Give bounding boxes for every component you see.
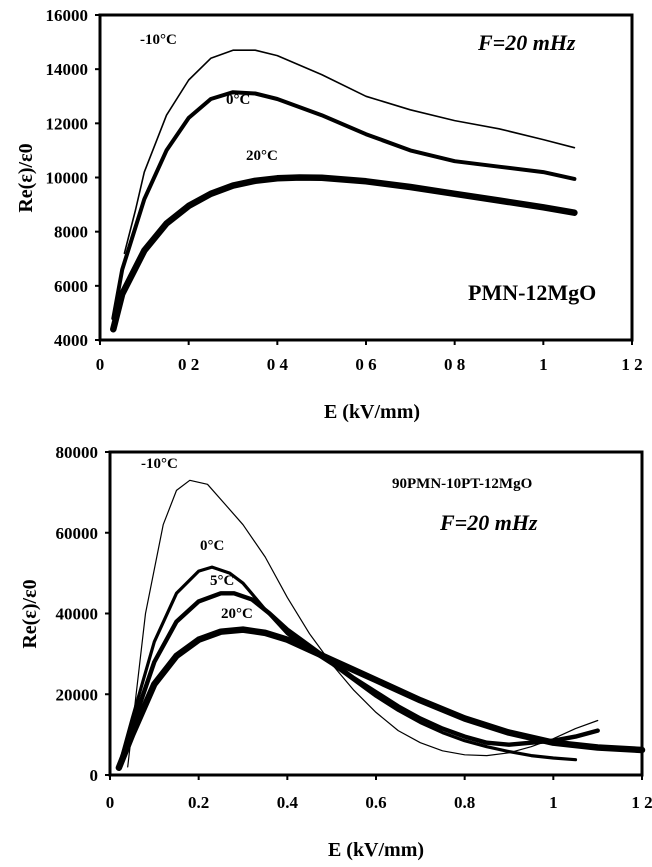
chart1-annotation-material: 90PMN-10PT-12MgO — [392, 476, 532, 492]
chart0-annotation-frequency: F=20 mHz — [477, 30, 576, 55]
chart0-x-tick-label: 0 — [96, 355, 105, 374]
chart0-x-tick-label: 1 2 — [621, 355, 642, 374]
chart0-y-tick-label: 14000 — [46, 60, 89, 79]
chart1-y-tick-label: 40000 — [56, 605, 99, 624]
chart0-x-tick-label: 0 2 — [178, 355, 199, 374]
chart0-x-tick-label: 0 6 — [355, 355, 376, 374]
chart0-series-line-2 — [110, 174, 578, 333]
chart1-y-tick-label: 20000 — [56, 685, 99, 704]
chart1-y-tick-label: 80000 — [56, 443, 99, 462]
chart0-x-tick-label: 0 8 — [444, 355, 465, 374]
chart1-series-label-3: 20°C — [221, 606, 253, 622]
chart0-y-tick-label: 10000 — [46, 169, 89, 188]
chart0-series-line-1 — [111, 90, 577, 321]
chart0-y-tick-label: 6000 — [54, 277, 88, 296]
chart1-x-tick-label: 0.8 — [454, 793, 475, 812]
chart1-series-line-2 — [116, 591, 600, 770]
chart0-series-label-1: 0°C — [226, 92, 250, 108]
chart0-x-axis-label: E (kV/mm) — [324, 401, 420, 423]
chart0-y-tick-label: 4000 — [54, 331, 88, 350]
chart1-series-label-0: -10°C — [141, 456, 178, 472]
chart1-x-tick-label: 1 2 — [631, 793, 652, 812]
chart1-y-tick-label: 0 — [90, 766, 99, 785]
chart0-x-tick-label: 1 — [539, 355, 548, 374]
chart0-x-tick-label: 0 4 — [267, 355, 289, 374]
chart0-series-label-0: -10°C — [140, 32, 177, 48]
chart1-y-axis-label: Re(ε)/ε0 — [19, 579, 41, 648]
chart0-series-label-2: 20°C — [246, 148, 278, 164]
chart1-series-label-1: 0°C — [200, 538, 224, 554]
chart0-y-tick-label: 16000 — [46, 6, 89, 25]
chart0-series-line-0 — [123, 49, 576, 255]
chart1-y-tick-label: 60000 — [56, 524, 99, 543]
chart0-y-tick-label: 12000 — [46, 114, 89, 133]
chart0-annotation-material: PMN-12MgO — [468, 280, 596, 305]
chart0-y-tick-label: 8000 — [54, 223, 88, 242]
chart1-plot-frame — [108, 450, 644, 777]
chart1-annotation-frequency: F=20 mHz — [439, 510, 538, 535]
chart1-x-tick-label: 0 — [106, 793, 115, 812]
chart1-x-axis-label: E (kV/mm) — [328, 839, 424, 861]
chart1-series-label-2: 5°C — [210, 573, 234, 589]
chart0-y-axis-label: Re(ε)/ε0 — [15, 143, 37, 212]
chart1-x-tick-label: 0.6 — [365, 793, 386, 812]
chart1-series-line-3 — [115, 626, 646, 771]
chart1-x-tick-label: 1 — [549, 793, 558, 812]
chart1-x-tick-label: 0.2 — [188, 793, 209, 812]
chart1-x-tick-label: 0.4 — [277, 793, 299, 812]
